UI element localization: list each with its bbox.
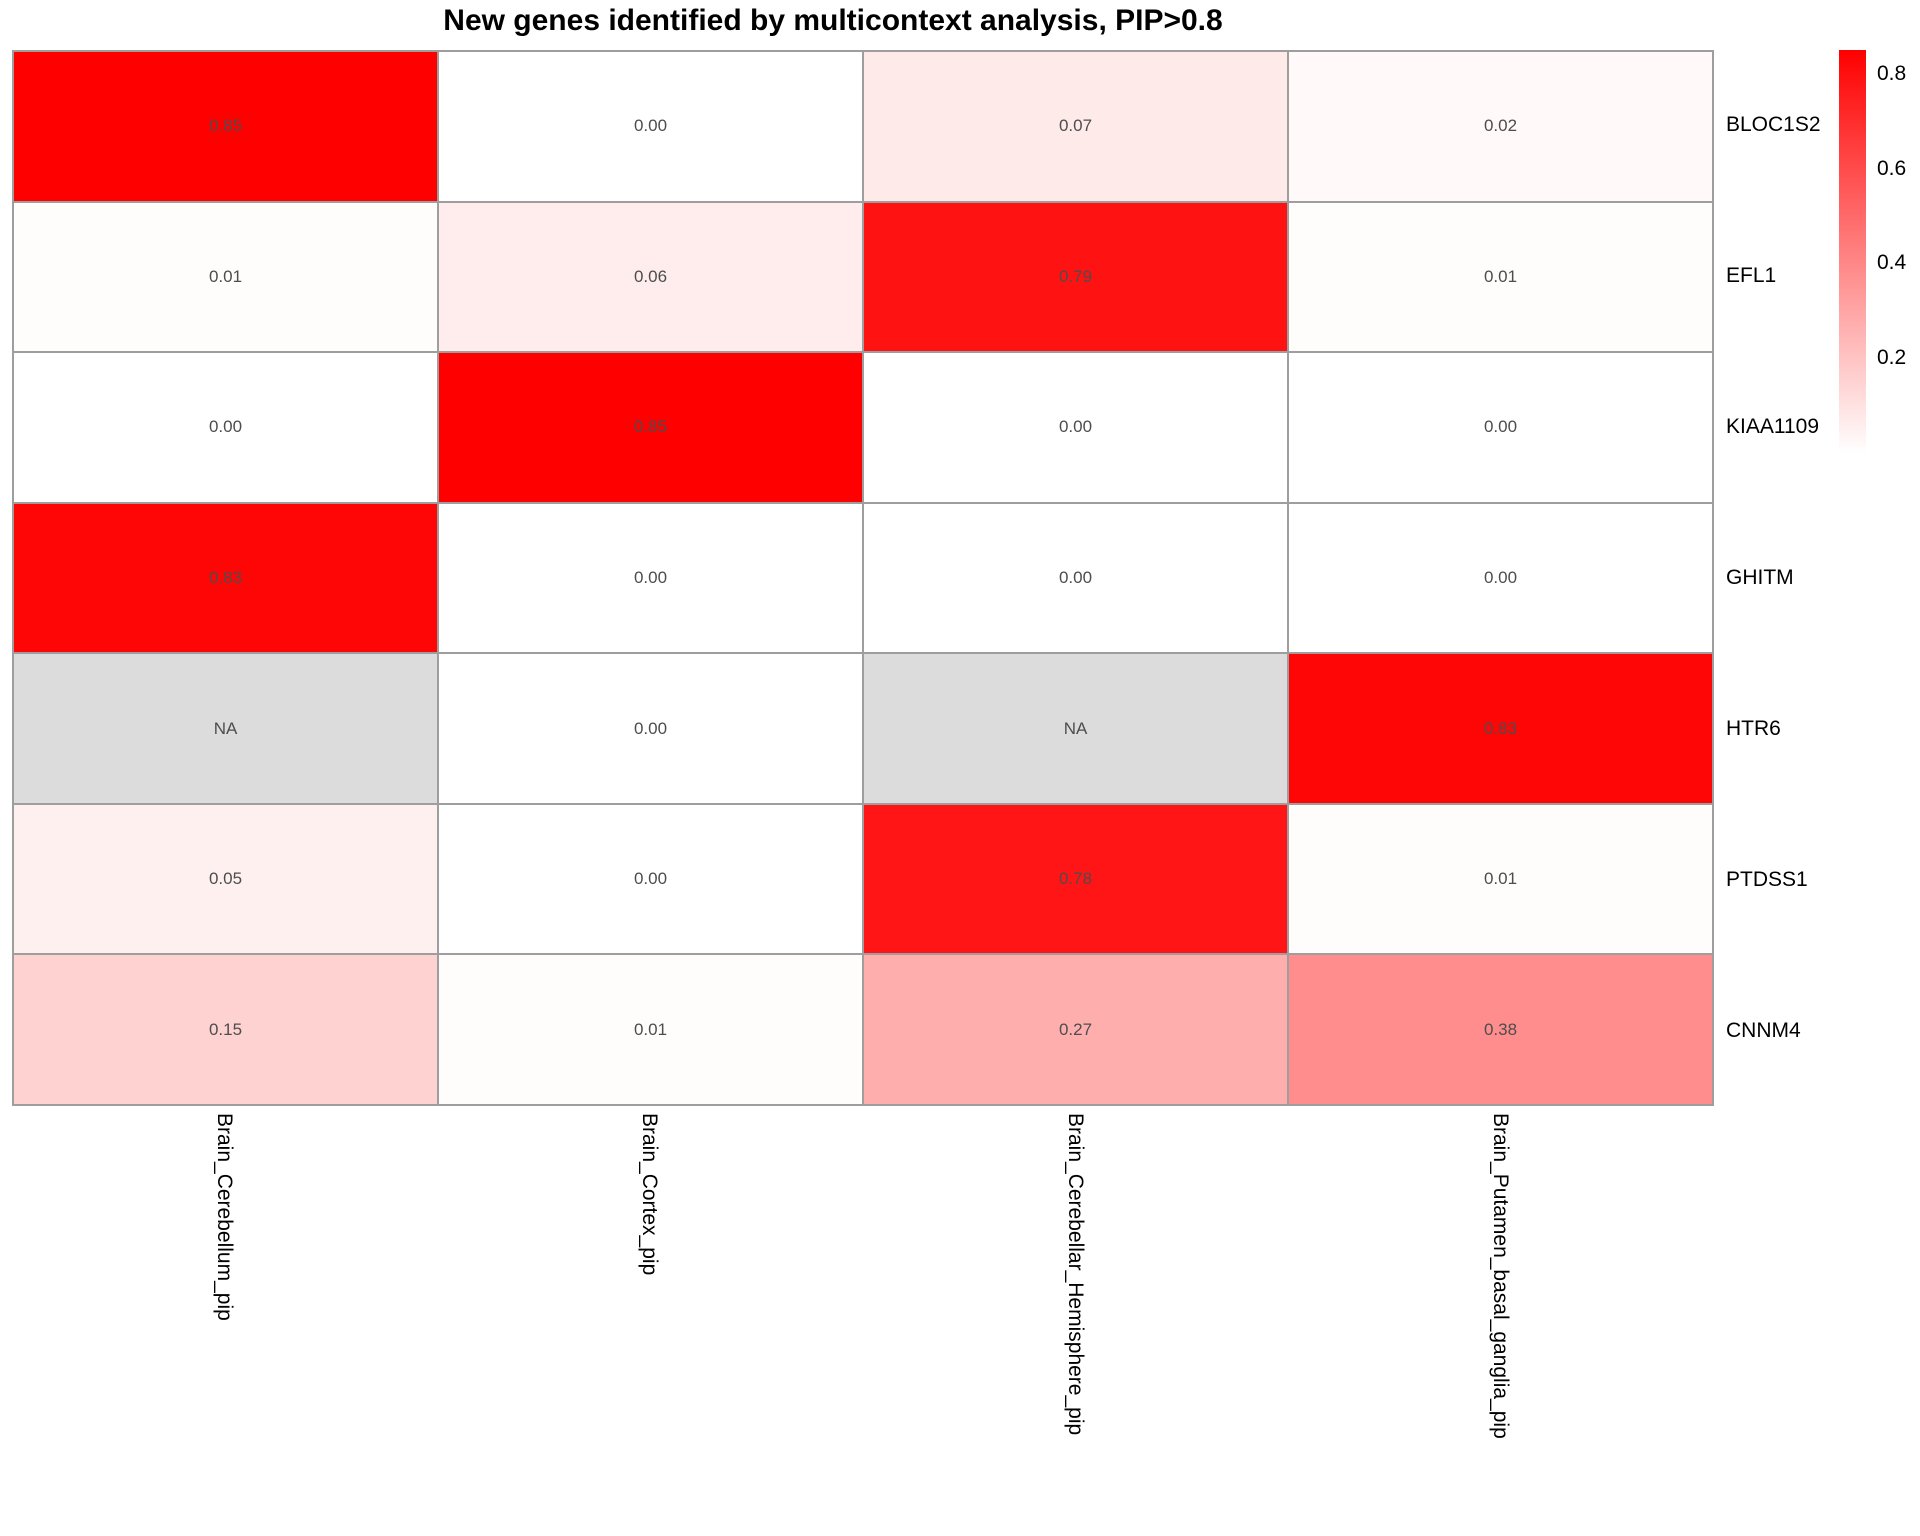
heatmap-cell: 0.01 <box>439 955 862 1104</box>
row-label: CNNM4 <box>1726 1018 1801 1042</box>
heatmap-cell: 0.05 <box>14 804 437 954</box>
heatmap-cell: NA <box>14 654 437 803</box>
heatmap-cell: 0.27 <box>864 955 1287 1104</box>
heatmap-cell: 0.83 <box>14 503 437 653</box>
heatmap-cell: 0.01 <box>1289 804 1712 954</box>
col-label: Brain_Putamen_basal_ganglia_pip <box>1489 1113 1513 1439</box>
heatmap-cell: 0.00 <box>1289 353 1712 502</box>
heatmap-cell: 0.02 <box>1289 52 1712 201</box>
heatmap-cell: 0.38 <box>1289 955 1712 1104</box>
legend-tick-label: 0.6 <box>1877 156 1907 180</box>
row-label: GHITM <box>1726 566 1794 589</box>
heatmap-cell: 0.00 <box>439 503 862 653</box>
row-label: KIAA1109 <box>1726 415 1820 439</box>
heatmap-cell: 0.00 <box>864 503 1287 653</box>
chart-title: New genes identified by multicontext ana… <box>443 4 1223 37</box>
heatmap-cell: 0.00 <box>439 654 862 803</box>
row-label: HTR6 <box>1726 716 1781 740</box>
col-label: Brain_Cerebellum_pip <box>212 1113 236 1321</box>
heatmap-cell: 0.00 <box>14 353 437 502</box>
heatmap-cell: 0.01 <box>1289 202 1712 352</box>
legend-tick-label: 0.8 <box>1877 61 1907 85</box>
heatmap-cell: 0.15 <box>14 955 437 1104</box>
heatmap-cell: 0.85 <box>14 52 437 201</box>
heatmap-cell: 0.85 <box>439 353 862 502</box>
heatmap-cell: 0.83 <box>1289 654 1712 803</box>
heatmap-cell: 0.00 <box>1289 503 1712 653</box>
heatmap-grid: 0.85 0.00 0.07 0.02 0.01 0.06 0.79 0.01 0.00 0.85… <box>12 50 1714 1106</box>
heatmap-cell: 0.00 <box>439 804 862 954</box>
row-label: BLOC1S2 <box>1726 113 1821 137</box>
heatmap-cell: NA <box>864 654 1287 803</box>
heatmap-cell: 0.00 <box>864 353 1287 502</box>
row-label: PTDSS1 <box>1726 867 1808 891</box>
heatmap-cell: 0.78 <box>864 804 1287 954</box>
legend-tick-label: 0.2 <box>1877 346 1907 370</box>
heatmap-cell: 0.01 <box>14 202 437 352</box>
heatmap-cell: 0.00 <box>439 52 862 201</box>
legend-tick-label: 0.4 <box>1877 251 1907 275</box>
col-label: Brain_Cortex_pip <box>638 1113 662 1276</box>
heatmap-cell: 0.06 <box>439 202 862 352</box>
row-label: EFL1 <box>1726 264 1777 288</box>
col-label: Brain_Cerebellar_Hemisphere_pip <box>1063 1113 1087 1436</box>
heatmap-cell: 0.07 <box>864 52 1287 201</box>
heatmap-cell: 0.79 <box>864 202 1287 352</box>
legend-colorbar <box>1839 50 1866 453</box>
